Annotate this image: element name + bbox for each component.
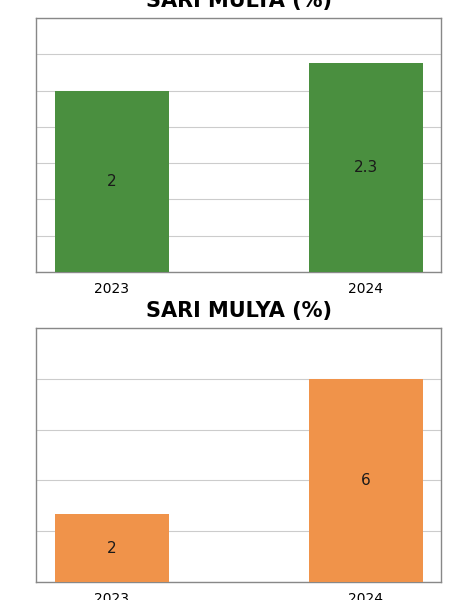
Bar — [55, 514, 169, 582]
Bar — [55, 91, 169, 272]
Title: SARI MULYA (%): SARI MULYA (%) — [146, 301, 332, 321]
Title: SARI MULYA (%): SARI MULYA (%) — [146, 0, 332, 11]
Bar — [308, 379, 423, 582]
Text: 2: 2 — [107, 541, 117, 556]
Text: 6: 6 — [361, 473, 371, 488]
Text: 2: 2 — [107, 174, 117, 189]
Bar — [308, 64, 423, 272]
Text: 2.3: 2.3 — [354, 160, 378, 175]
